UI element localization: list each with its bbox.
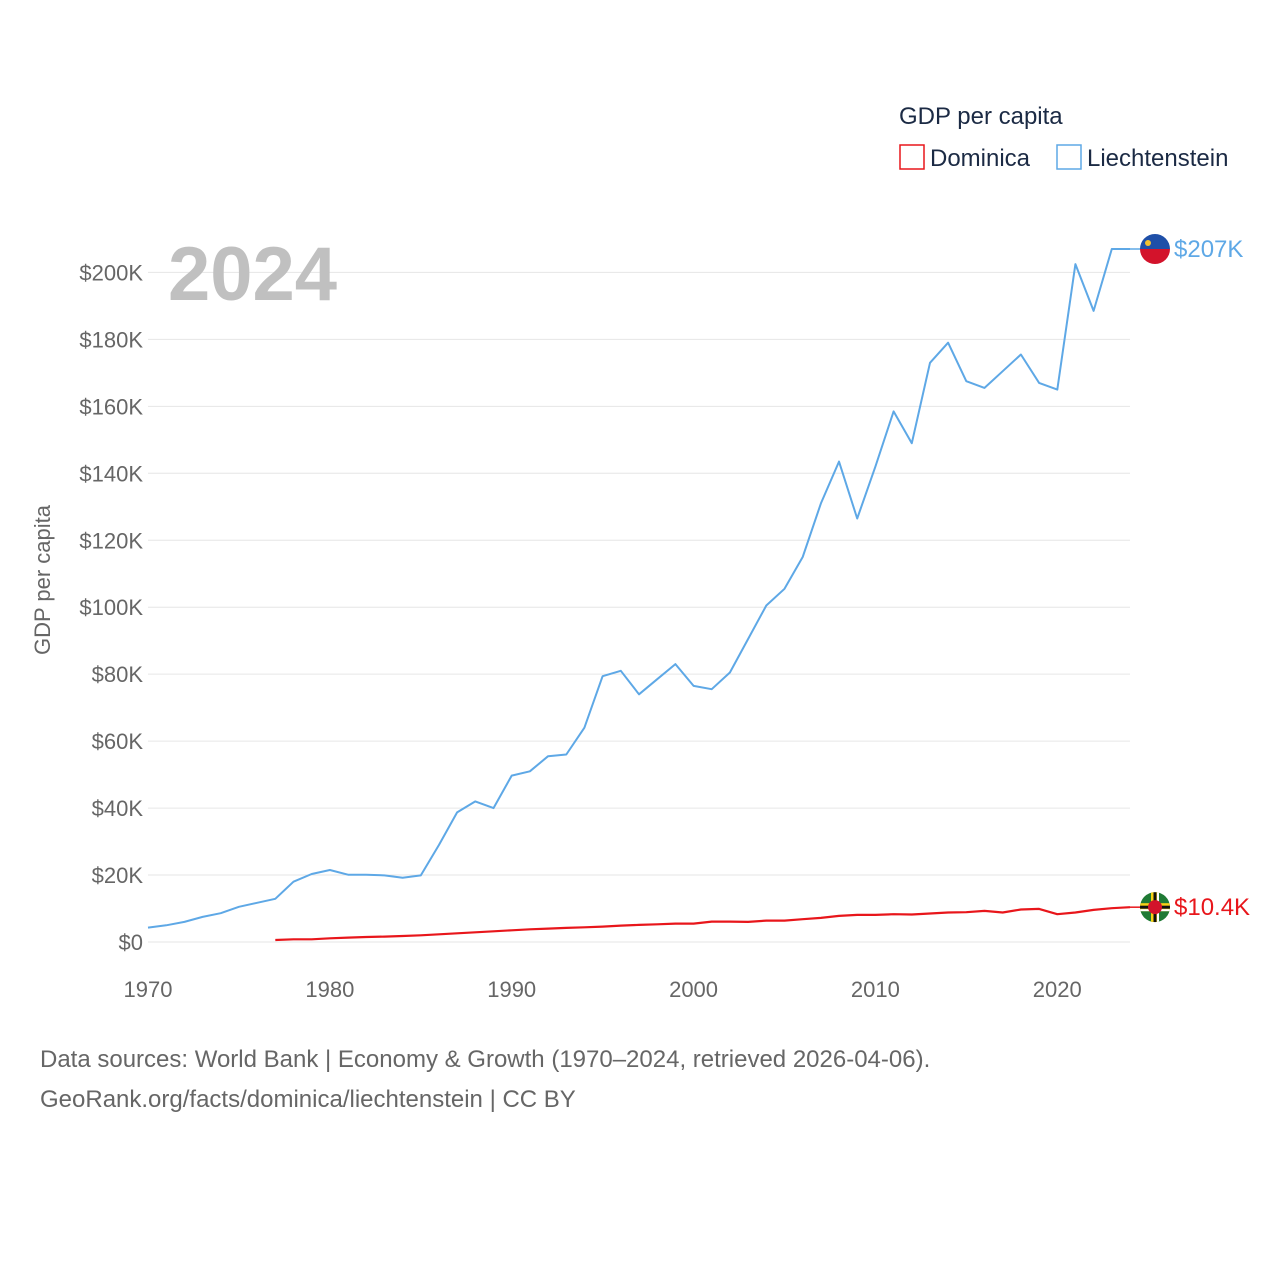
source-line-2[interactable]: GeoRank.org/facts/dominica/liechtenstein… xyxy=(40,1086,576,1113)
y-axis-ticks: $0 $20K $40K $60K $80K $100K $120K $140K $160K $1… xyxy=(79,260,143,955)
gdp-chart: $0 $20K $40K $60K $80K $100K $120K $140K $160K $1… xyxy=(30,103,1250,1002)
legend-title: GDP per capita xyxy=(899,103,1063,130)
y-tick-label: $120K xyxy=(79,528,143,553)
x-tick-label: 2020 xyxy=(1033,977,1082,1002)
grid-lines xyxy=(148,271,1130,943)
x-tick-label: 1970 xyxy=(124,977,173,1002)
y-tick-label: $40K xyxy=(92,796,144,821)
year-display: 2024 xyxy=(168,232,337,317)
y-tick-label: $0 xyxy=(119,930,143,955)
series-line-dominica[interactable] xyxy=(275,906,1131,942)
y-tick-label: $200K xyxy=(79,260,143,285)
liechtenstein-flag-icon xyxy=(1140,234,1170,264)
legend-swatch-dominica xyxy=(899,144,925,170)
y-tick-label: $180K xyxy=(79,327,143,352)
y-tick-label: $100K xyxy=(79,595,143,620)
y-axis-label: GDP per capita xyxy=(30,504,55,655)
x-tick-label: 2000 xyxy=(669,977,718,1002)
source-line-1: Data sources: World Bank | Economy & Gro… xyxy=(40,1046,931,1073)
end-label-dominica: $10.4K xyxy=(1174,894,1250,921)
source-note: Data sources: World Bank | Economy & Gro… xyxy=(40,1040,930,1120)
end-label-liechtenstein: $207K xyxy=(1174,236,1243,263)
legend: GDP per capita Dominica Liechtenstein xyxy=(899,103,1228,172)
x-axis-ticks: 1970 1980 1990 2000 2010 2020 xyxy=(124,977,1082,1002)
series-line-liechtenstein[interactable] xyxy=(147,248,1130,929)
legend-label-liechtenstein: Liechtenstein xyxy=(1087,145,1228,172)
y-tick-label: $140K xyxy=(79,461,143,486)
x-tick-label: 1980 xyxy=(305,977,354,1002)
legend-item-dominica[interactable]: Dominica xyxy=(899,144,1031,172)
legend-label-dominica: Dominica xyxy=(930,145,1031,172)
y-tick-label: $20K xyxy=(92,863,144,888)
legend-item-liechtenstein[interactable]: Liechtenstein xyxy=(1056,144,1228,172)
series-lines xyxy=(147,248,1140,942)
legend-swatch-liechtenstein xyxy=(1056,144,1082,170)
y-tick-label: $160K xyxy=(79,394,143,419)
x-tick-label: 1990 xyxy=(487,977,536,1002)
y-tick-label: $60K xyxy=(92,729,144,754)
y-tick-label: $80K xyxy=(92,662,144,687)
x-tick-label: 2010 xyxy=(851,977,900,1002)
dominica-flag-icon xyxy=(1140,892,1170,923)
